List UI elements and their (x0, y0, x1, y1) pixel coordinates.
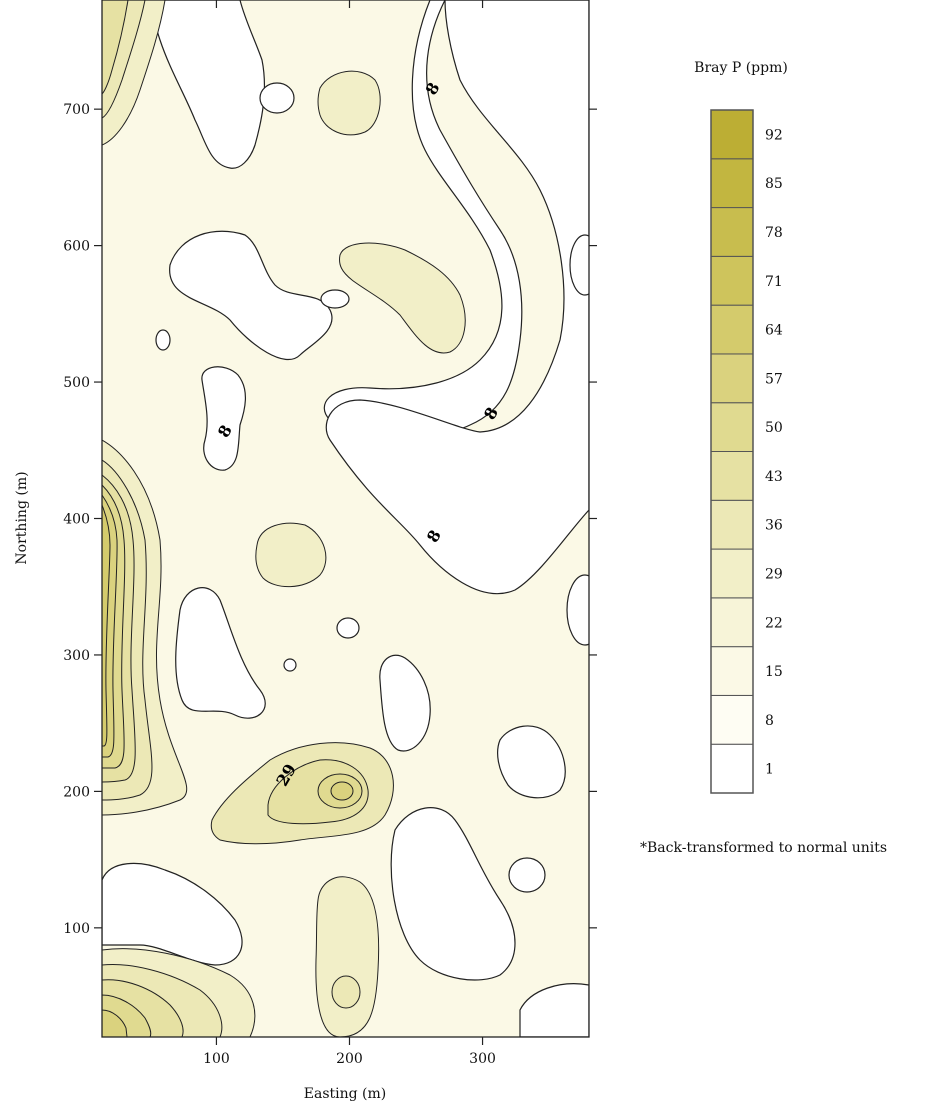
west-high-band (102, 439, 188, 816)
low-region-south-east (379, 654, 431, 752)
legend-swatch (710, 743, 754, 794)
legend-label: 43 (765, 469, 783, 485)
low-island-e (283, 658, 297, 672)
legend-label: 57 (765, 371, 783, 387)
legend-label: 36 (765, 518, 783, 534)
low-region-top-left (151, 0, 266, 169)
low-island-c (155, 329, 171, 351)
back-transform-note: *Back-transformed to normal units (640, 840, 887, 856)
low-region-south-middle (390, 807, 516, 981)
legend-swatch (710, 451, 754, 501)
low-region-south-center (175, 587, 266, 719)
legend-label: 8 (765, 713, 774, 729)
low-region-west-lobe (201, 366, 246, 471)
y-tick-label: 300 (63, 648, 90, 664)
low-region-far-south-east (497, 725, 566, 799)
mid-blob-center (255, 522, 327, 588)
legend: 1 8 15 22 29 36 43 50 57 64 71 78 85 92 (710, 109, 783, 794)
legend-swatch (710, 158, 754, 209)
legend-frame (710, 109, 754, 794)
legend-swatch (710, 646, 754, 696)
legend-swatch (710, 353, 754, 404)
low-island-f (508, 857, 546, 893)
x-tick-label: 300 (469, 1051, 496, 1067)
y-tick-label: 400 (63, 512, 90, 528)
x-tick-label: 200 (336, 1051, 363, 1067)
contour-field (102, 0, 589, 1037)
legend-label: 15 (765, 664, 783, 680)
legend-swatch (710, 109, 754, 160)
legend-swatch (710, 597, 754, 648)
legend-swatch (710, 304, 754, 355)
legend-label: 71 (765, 274, 783, 290)
low-island-b (320, 289, 350, 309)
low-island-h (569, 234, 589, 296)
legend-swatch (710, 694, 754, 745)
legend-label: 85 (765, 176, 783, 192)
legend-label: 78 (765, 225, 783, 241)
low-region-bottom-right (519, 983, 589, 1037)
low-island-d (336, 617, 360, 639)
legend-swatch (710, 255, 754, 306)
y-tick-label: 600 (63, 239, 90, 255)
legend-title: Bray P (ppm) (694, 60, 788, 76)
y-tick-label: 700 (63, 102, 90, 118)
low-island-g (566, 574, 589, 646)
northwest-high (102, 0, 166, 146)
legend-swatch (710, 499, 754, 550)
y-tick-label: 100 (63, 921, 90, 937)
legend-swatch (710, 207, 754, 257)
axes-layer: 100 200 300 100 200 300 400 500 600 700 (63, 0, 597, 1067)
low-region-upper-left (169, 230, 333, 361)
legend-swatch (710, 548, 754, 599)
mid-blob-north (317, 70, 381, 136)
legend-label: 92 (765, 127, 783, 143)
low-region-east (325, 0, 589, 595)
legend-swatch (710, 402, 754, 453)
southwest-high (102, 948, 256, 1037)
mid-blob-south-column (315, 876, 380, 1037)
x-axis-title: Easting (m) (304, 1086, 386, 1102)
legend-label: 1 (765, 762, 774, 778)
low-region-southwest (102, 862, 243, 966)
high-blob-50 (330, 781, 354, 801)
legend-label: 50 (765, 420, 783, 436)
y-tick-label: 200 (63, 784, 90, 800)
mid-blob-northeast (339, 242, 466, 354)
low-island-a (259, 82, 295, 114)
y-axis-title: Northing (m) (14, 471, 30, 564)
mid-blob-south-inner (331, 975, 361, 1009)
legend-label: 22 (765, 615, 783, 631)
legend-label: 29 (765, 566, 783, 582)
legend-label: 64 (765, 323, 783, 339)
x-tick-label: 100 (203, 1051, 230, 1067)
y-tick-label: 500 (63, 375, 90, 391)
